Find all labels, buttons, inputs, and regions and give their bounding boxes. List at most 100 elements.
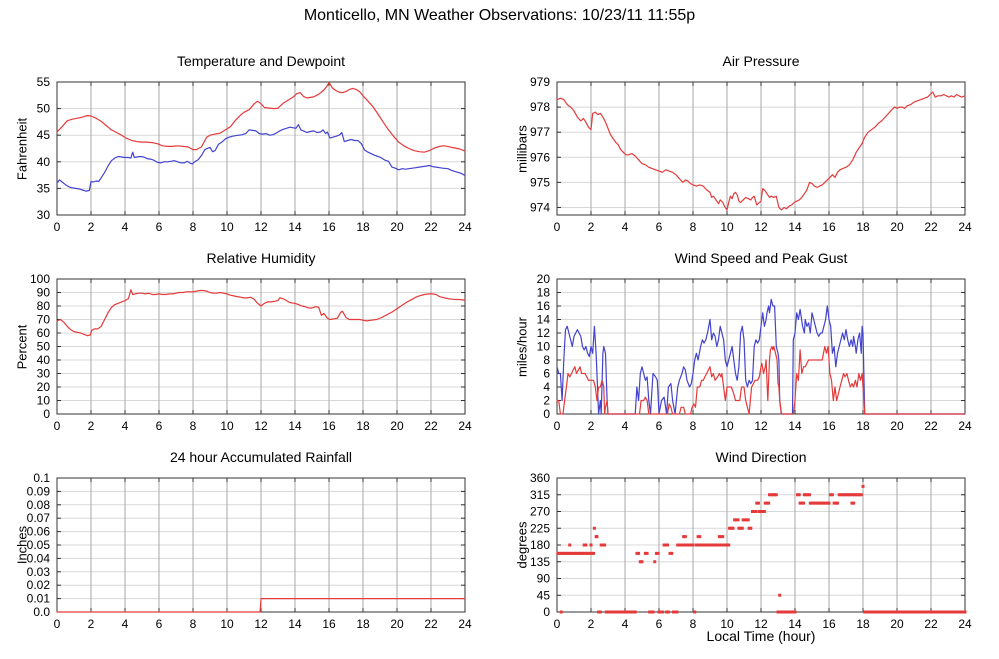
x-tick-label: 24 xyxy=(958,419,972,433)
y-tick-label: 80 xyxy=(37,299,51,313)
data-point-wind-direction xyxy=(580,551,584,555)
data-point-wind-direction xyxy=(786,610,790,614)
data-point-wind-direction xyxy=(880,610,884,614)
y-tick-label: 0.08 xyxy=(27,498,51,512)
data-point-wind-direction xyxy=(854,493,858,497)
data-point-wind-direction xyxy=(762,510,766,513)
data-point-wind-direction xyxy=(599,543,603,547)
data-point-wind-direction xyxy=(613,610,617,614)
data-point-wind-direction xyxy=(890,610,894,614)
data-point-wind-direction xyxy=(819,501,822,505)
data-point-wind-direction xyxy=(759,510,763,513)
data-point-wind-direction xyxy=(556,551,560,555)
x-tick-label: 6 xyxy=(656,617,663,631)
data-point-wind-direction xyxy=(592,526,596,530)
data-point-wind-direction xyxy=(740,526,744,530)
data-point-wind-direction xyxy=(808,501,812,505)
y-tick-label: 0.02 xyxy=(27,578,51,592)
y-tick-label: 16 xyxy=(537,299,551,313)
data-point-wind-direction xyxy=(708,543,712,547)
y-tick-label: 135 xyxy=(530,555,550,569)
y-tick-label: 10 xyxy=(37,394,51,408)
data-point-wind-direction xyxy=(666,610,670,614)
data-point-wind-direction xyxy=(745,518,749,522)
y-tick-label: 30 xyxy=(37,367,51,381)
x-tick-label: 0 xyxy=(554,617,561,631)
data-point-wind-direction xyxy=(635,551,639,555)
data-point-wind-direction xyxy=(931,610,935,614)
data-point-wind-direction xyxy=(846,493,850,497)
data-point-wind-direction xyxy=(905,610,909,614)
data-point-wind-direction xyxy=(767,501,771,505)
data-point-wind-direction xyxy=(616,610,620,614)
data-point-wind-direction xyxy=(790,610,794,614)
x-tick-label: 2 xyxy=(88,419,95,433)
series-line-pressure xyxy=(556,91,966,211)
data-point-wind-direction xyxy=(926,610,930,614)
data-point-wind-direction xyxy=(559,551,563,555)
data-point-wind-direction xyxy=(960,610,964,614)
x-tick-label: 16 xyxy=(822,220,836,234)
chart-title-wind-speed-gust: Wind Speed and Peak Gust xyxy=(674,250,848,266)
data-point-wind-direction xyxy=(802,493,806,497)
data-point-wind-direction xyxy=(929,610,933,614)
data-point-wind-direction xyxy=(856,493,860,497)
x-tick-label: 0 xyxy=(554,419,561,433)
data-point-wind-direction xyxy=(676,543,680,547)
data-point-wind-direction xyxy=(746,518,750,522)
x-tick-label: 22 xyxy=(924,617,938,631)
x-tick-label: 24 xyxy=(958,617,972,631)
y-tick-label: 12 xyxy=(537,326,551,340)
x-tick-label: 24 xyxy=(458,220,472,234)
y-tick-label: 100 xyxy=(30,272,50,286)
data-point-wind-direction xyxy=(850,501,854,505)
data-point-wind-direction xyxy=(651,610,655,614)
data-point-wind-direction xyxy=(781,610,785,614)
data-point-wind-direction xyxy=(866,610,870,614)
data-point-wind-direction xyxy=(700,543,703,547)
x-tick-label: 20 xyxy=(890,419,904,433)
data-point-wind-direction xyxy=(710,543,714,547)
x-tick-label: 4 xyxy=(122,220,129,234)
data-point-wind-direction xyxy=(813,501,817,505)
data-point-wind-direction xyxy=(788,610,792,614)
data-point-wind-direction xyxy=(922,610,926,614)
x-tick-label: 2 xyxy=(588,617,595,631)
y-tick-label: 978 xyxy=(530,100,550,114)
data-point-wind-direction xyxy=(558,551,562,555)
data-point-wind-direction xyxy=(621,610,625,614)
data-point-wind-direction xyxy=(578,551,582,555)
data-point-wind-direction xyxy=(871,610,875,614)
data-point-wind-direction xyxy=(728,526,732,530)
data-point-wind-direction xyxy=(851,493,855,497)
data-point-wind-direction xyxy=(834,501,838,505)
data-point-wind-direction xyxy=(791,610,795,614)
x-tick-label: 14 xyxy=(288,419,302,433)
data-point-wind-direction xyxy=(722,543,726,547)
data-point-wind-direction xyxy=(912,610,916,614)
data-point-wind-direction xyxy=(598,610,602,614)
data-point-wind-direction xyxy=(909,610,913,614)
data-point-wind-direction xyxy=(727,543,731,547)
x-tick-label: 6 xyxy=(156,419,163,433)
data-point-wind-direction xyxy=(662,543,666,547)
x-tick-label: 22 xyxy=(924,419,938,433)
data-point-wind-direction xyxy=(751,510,754,513)
y-tick-label: 90 xyxy=(37,286,51,300)
data-point-wind-direction xyxy=(618,610,622,614)
data-point-wind-direction xyxy=(584,543,588,547)
data-point-wind-direction xyxy=(737,526,741,530)
data-point-wind-direction xyxy=(590,551,594,555)
x-tick-label: 24 xyxy=(458,419,472,433)
x-axis-label-local-time: Local Time (hour) xyxy=(706,628,816,644)
data-point-wind-direction xyxy=(944,610,948,614)
x-tick-label: 22 xyxy=(424,419,438,433)
chart-4: 0 2 4 6 8 10 12 14 16 18 20 22 240.00.010.020.030.04… xyxy=(27,471,472,631)
data-point-wind-direction xyxy=(666,543,669,547)
x-tick-label: 10 xyxy=(220,220,234,234)
data-point-wind-direction xyxy=(763,501,767,505)
y-tick-label: 8 xyxy=(543,353,550,367)
data-point-wind-direction xyxy=(623,610,627,614)
x-tick-label: 4 xyxy=(622,220,629,234)
